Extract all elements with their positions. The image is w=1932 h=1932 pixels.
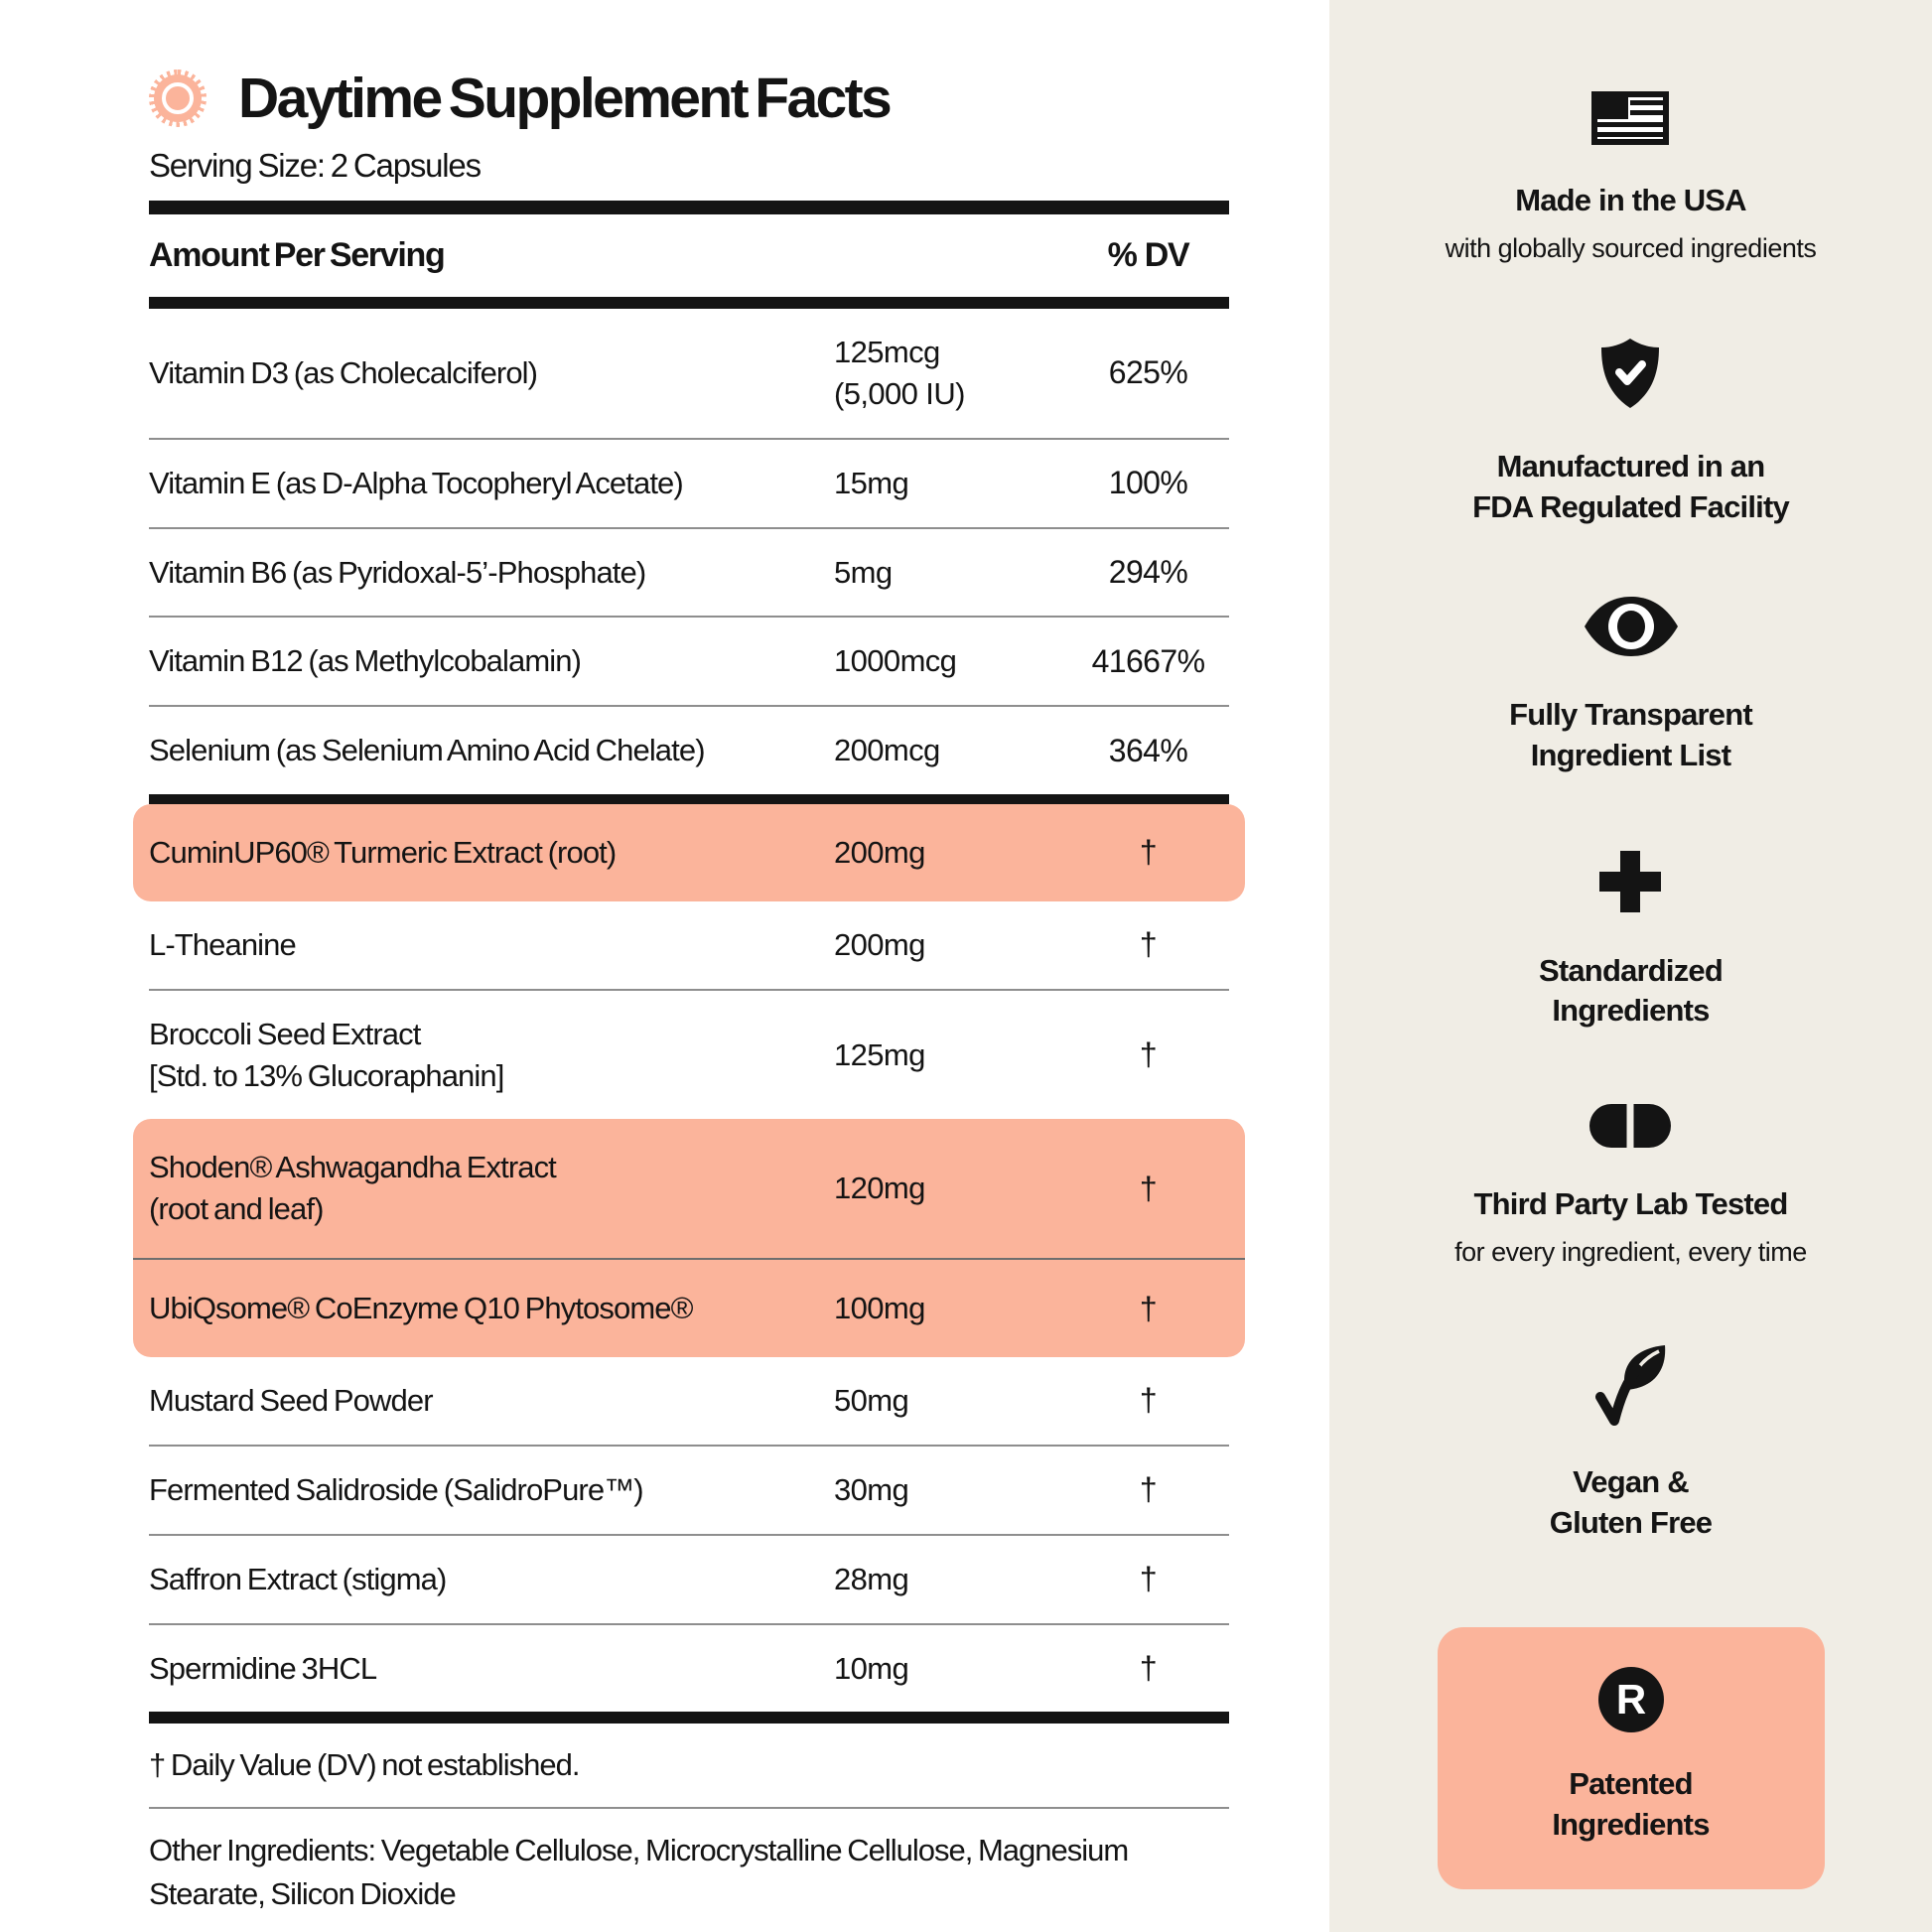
ingredient-amount: 100mg <box>834 1291 925 1326</box>
ingredient-name: Vitamin E (as D-Alpha Tocopheryl Acetate… <box>149 465 684 500</box>
badge: Made in the USA with globally sourced ing… <box>1446 91 1817 264</box>
table-row: CuminUP60® Turmeric Extract (root) 200mg † <box>133 804 1245 901</box>
ingredient-dv: † <box>1139 1170 1158 1206</box>
ingredient-dv: 294% <box>1108 553 1188 590</box>
sun-ring <box>162 82 194 114</box>
amount-per-serving-header: Amount Per Serving <box>149 236 446 274</box>
ingredient-dv: † <box>1139 1561 1158 1597</box>
leaf-check-icon <box>1592 1341 1670 1427</box>
eye-icon <box>1582 594 1681 659</box>
svg-text:R: R <box>1615 1676 1645 1723</box>
serving-size: Serving Size: 2 Capsules <box>149 147 482 184</box>
ingredient-dv: 625% <box>1108 354 1188 391</box>
ingredient-dv: † <box>1139 1382 1158 1419</box>
ingredient-amount: 28mg <box>834 1561 909 1596</box>
ingredient-name: Fermented Salidroside (SalidroPure™) <box>149 1471 644 1507</box>
ingredient-name: Shoden® Ashwagandha Extract (root and le… <box>149 1150 557 1227</box>
ingredient-amount: 30mg <box>834 1471 909 1507</box>
header-thick-rule <box>149 297 1229 309</box>
badge-title: Fully Transparent Ingredient List <box>1509 696 1753 772</box>
ingredient-dv: † <box>1139 1649 1158 1686</box>
badge-title: Vegan & Gluten Free <box>1549 1464 1713 1541</box>
ingredient-amount: 125mg <box>834 1036 925 1072</box>
ingredient-name: Saffron Extract (stigma) <box>149 1561 447 1596</box>
table-row: L-Theanine 200mg † <box>149 901 1229 989</box>
ingredient-name: Broccoli Seed Extract [Std. to 13% Gluco… <box>149 1016 504 1093</box>
ingredient-name: Vitamin D3 (as Cholecalciferol) <box>149 354 538 390</box>
ingredient-amount: 5mg <box>834 554 893 590</box>
patented-ingredients-card: R Patented Ingredients <box>1437 1627 1825 1889</box>
table-row: Selenium (as Selenium Amino Acid Chelate… <box>149 705 1229 794</box>
ingredient-dv: † <box>1139 1036 1158 1073</box>
ingredient-name: Mustard Seed Powder <box>149 1382 434 1418</box>
badge-subtitle: for every ingredient, every time <box>1454 1237 1807 1268</box>
top-thick-rule <box>149 201 1229 214</box>
table-row: Broccoli Seed Extract [Std. to 13% Gluco… <box>149 988 1229 1120</box>
ingredient-name: L-Theanine <box>149 926 297 962</box>
table-row: Fermented Salidroside (SalidroPure™) 30mg… <box>149 1444 1229 1534</box>
table-row: Vitamin E (as D-Alpha Tocopheryl Acetate… <box>149 437 1229 527</box>
ingredient-amount: 50mg <box>834 1382 909 1418</box>
ingredient-dv: † <box>1139 834 1158 871</box>
ingredient-dv: † <box>1139 926 1158 963</box>
ingredient-dv: 100% <box>1108 465 1188 501</box>
table-row: Shoden® Ashwagandha Extract (root and le… <box>133 1119 1245 1259</box>
ingredient-dv: 41667% <box>1091 642 1205 679</box>
title-row: Daytime Supplement Facts <box>149 69 1229 127</box>
ingredient-amount: 1000mcg <box>834 643 957 679</box>
ingredient-name: UbiQsome® CoEnzyme Q10 Phytosome® <box>149 1291 693 1326</box>
other-ingredients: Other Ingredients: Vegetable Cellulose, … <box>149 1833 1129 1912</box>
ingredient-rows: Vitamin D3 (as Cholecalciferol) 125mcg (5… <box>133 309 1245 1713</box>
page-title: Daytime Supplement Facts <box>238 66 893 130</box>
badge: Manufactured in an FDA Regulated Facilit… <box>1472 336 1790 528</box>
ingredient-amount: 200mcg <box>834 733 940 768</box>
footnote-divider <box>149 1807 1229 1810</box>
usa-flag-icon <box>1591 91 1670 145</box>
table-row: Spermidine 3HCL 10mg † <box>149 1622 1229 1713</box>
ingredient-amount: 125mcg (5,000 IU) <box>834 335 965 411</box>
ingredient-dv: 364% <box>1108 732 1188 768</box>
ingredient-amount: 120mg <box>834 1171 925 1206</box>
badge-title: Third Party Lab Tested <box>1473 1186 1788 1222</box>
ingredient-dv: † <box>1139 1290 1158 1326</box>
capsule-icon <box>1588 1103 1672 1150</box>
section-thick-rule <box>149 794 1229 805</box>
badge: Fully Transparent Ingredient List <box>1509 594 1753 776</box>
ingredient-amount: 200mg <box>834 926 925 962</box>
badge: Third Party Lab Tested for every ingredie… <box>1454 1103 1807 1268</box>
badge-subtitle: with globally sourced ingredients <box>1445 232 1817 263</box>
badge-sidebar: Made in the USA with globally sourced ing… <box>1329 0 1932 1932</box>
ingredient-amount: 15mg <box>834 465 909 500</box>
badge-title: Manufactured in an FDA Regulated Facilit… <box>1472 448 1790 524</box>
badge-title: Made in the USA <box>1515 183 1746 217</box>
table-row: Saffron Extract (stigma) 28mg † <box>149 1533 1229 1623</box>
ingredient-name: Spermidine 3HCL <box>149 1650 377 1686</box>
registered-icon: R <box>1597 1667 1664 1733</box>
badge: Vegan & Gluten Free <box>1549 1341 1713 1544</box>
sun-icon <box>149 69 207 127</box>
badge: Standardized Ingredients <box>1538 848 1724 1033</box>
badge-title: Standardized Ingredients <box>1538 952 1724 1029</box>
table-header: Amount Per Serving % DV <box>149 214 1229 297</box>
table-row: Vitamin D3 (as Cholecalciferol) 125mcg (5… <box>149 309 1229 438</box>
ingredient-name: Selenium (as Selenium Amino Acid Chelate… <box>149 733 706 768</box>
dv-footnote: † Daily Value (DV) not established. <box>149 1747 580 1783</box>
table-row: Vitamin B12 (as Methylcobalamin) 1000mcg 4… <box>149 616 1229 705</box>
table-row: Vitamin B6 (as Pyridoxal-5’-Phosphate) 5m… <box>149 526 1229 617</box>
ingredient-dv: † <box>1139 1471 1158 1508</box>
shield-check-icon <box>1598 336 1662 411</box>
ingredient-name: CuminUP60® Turmeric Extract (root) <box>149 835 617 871</box>
table-row: UbiQsome® CoEnzyme Q10 Phytosome® 100mg † <box>133 1258 1245 1357</box>
ingredient-amount: 200mg <box>834 835 925 871</box>
ingredient-name: Vitamin B12 (as Methylcobalamin) <box>149 643 582 679</box>
ingredient-amount: 10mg <box>834 1650 909 1686</box>
ingredient-name: Vitamin B6 (as Pyridoxal-5’-Phosphate) <box>149 554 646 590</box>
facts-panel: Daytime Supplement Facts Serving Size: 2… <box>133 69 1245 1912</box>
dv-header: % DV <box>1107 236 1190 274</box>
plus-icon <box>1596 848 1664 915</box>
table-row: Mustard Seed Powder 50mg † <box>149 1357 1229 1445</box>
badge-title: Patented Ingredients <box>1552 1766 1710 1842</box>
bottom-thick-rule <box>149 1712 1229 1725</box>
